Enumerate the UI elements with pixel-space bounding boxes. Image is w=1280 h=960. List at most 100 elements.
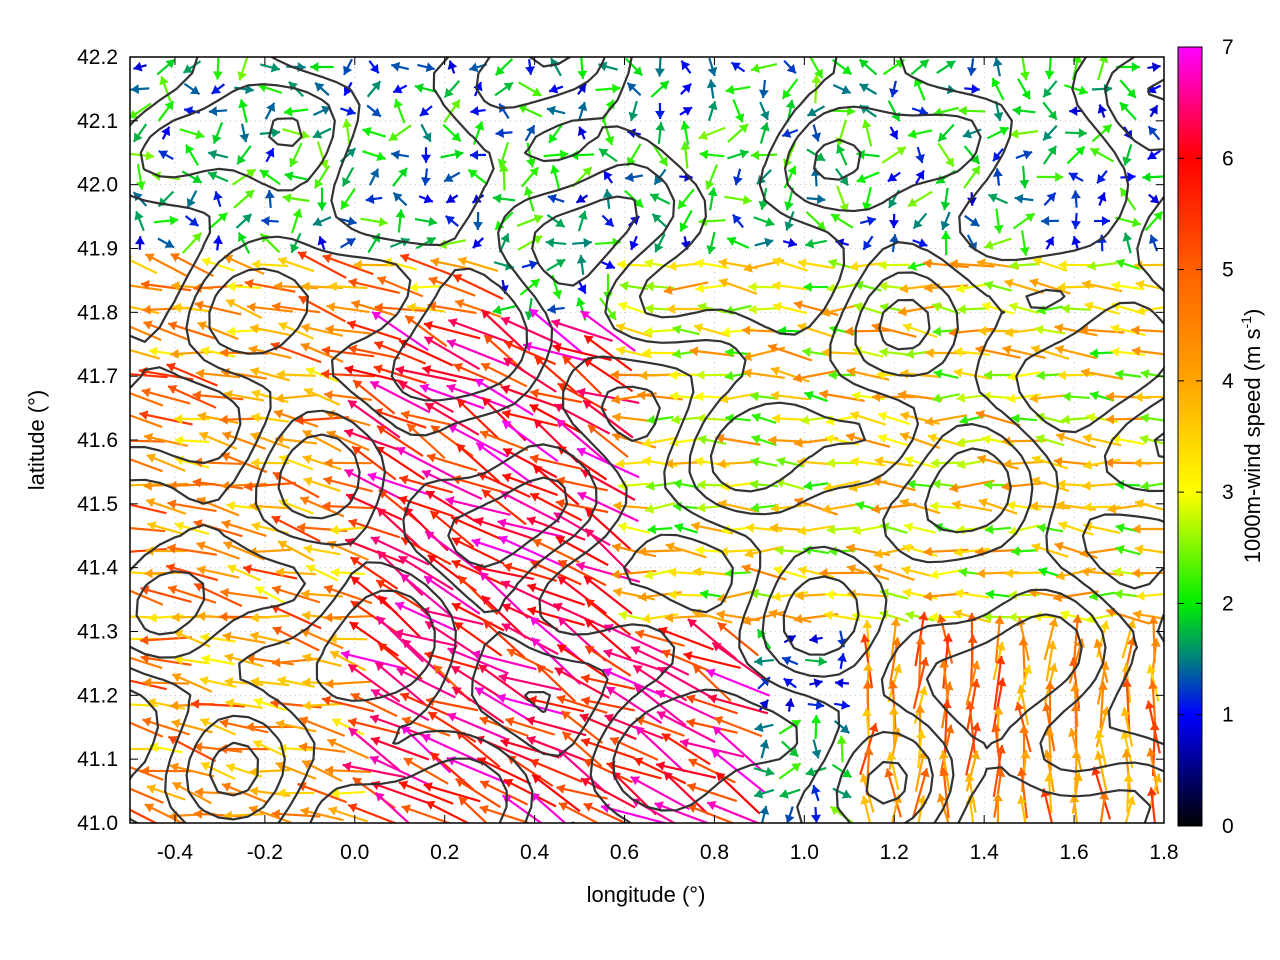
wind-arrow [503,357,557,393]
wind-arrow-head [133,192,143,202]
wind-arrow [143,432,189,448]
wind-arrow [1035,434,1065,447]
wind-arrow-shaft [130,325,162,342]
wind-arrow-head [369,63,379,74]
wind-arrow-head [642,456,652,467]
wind-arrow-head [583,400,593,410]
wind-arrow [130,458,163,473]
wind-arrow [856,171,880,184]
wind-arrow [492,304,516,315]
wind-arrow [981,301,1015,315]
wind-arrow-head [718,258,728,268]
wind-arrow [877,411,911,426]
wind-arrow [1135,279,1164,291]
wind-arrow [428,276,476,297]
wind-arrow [295,415,349,426]
wind-arrow [992,148,1004,162]
wind-arrow-head [472,221,483,231]
wind-arrow-head [1071,236,1082,246]
wind-arrow [1094,216,1110,226]
colorbar-tick-label: 7 [1222,36,1234,59]
wind-arrow [805,238,827,249]
wind-arrow-head [492,193,502,204]
wind-arrow-head [629,240,639,250]
wind-arrow-head [1135,279,1145,290]
wind-arrow-head [933,369,943,379]
wind-arrow [317,187,328,211]
wind-arrow [1089,147,1115,163]
wind-arrow [993,100,1004,122]
wind-arrow [572,237,592,248]
wind-arrow-head [130,109,139,119]
wind-arrow [238,99,248,123]
wind-arrow-head [768,435,777,446]
wind-arrow-head [529,404,540,413]
wind-arrow [804,390,828,403]
wind-arrow-head [472,194,482,203]
wind-arrow-shaft [167,322,217,340]
wind-arrow-head [1056,432,1066,442]
wind-arrow-head [282,193,292,204]
wind-arrow-head [748,304,757,315]
wind-arrow-head [602,189,613,198]
wind-arrow-head [247,302,256,313]
wind-arrow-head [425,402,435,412]
wind-arrow-head [887,172,898,182]
wind-arrow-head [828,258,838,269]
wind-arrow-head [534,356,545,366]
wind-arrow-head [1115,258,1126,269]
wind-arrow-head [195,129,205,140]
wind-arrow-head [250,366,260,377]
wind-arrow-head [612,431,622,442]
wind-arrow [1017,78,1031,100]
wind-arrow [233,189,255,209]
wind-arrow-head [902,322,913,333]
wind-arrow [772,301,808,315]
wind-arrow [957,304,987,315]
wind-arrow [783,60,797,74]
wind-arrow [753,216,775,227]
wind-arrow-head [158,150,169,160]
wind-arrow [521,260,539,270]
wind-arrow-head [317,202,328,211]
wind-arrow-head [523,186,534,196]
wind-arrow-shaft [446,384,510,410]
x-tick-label: 1.4 [970,841,1000,864]
wind-arrow-shaft [500,385,560,409]
wind-arrow [366,104,382,118]
wind-arrow-head [396,446,406,456]
wind-arrow-head [819,389,829,400]
wind-arrow-head [473,82,483,92]
wind-arrow-head [321,105,331,115]
wind-arrow-head [814,68,823,79]
wind-arrow [797,258,835,270]
wind-arrow [625,172,643,183]
wind-arrow-head [469,62,479,73]
wind-arrow [326,302,370,314]
wind-arrow-head [1126,88,1136,98]
wind-arrow-head [1142,172,1151,183]
wind-arrow-head [1082,433,1092,444]
wind-arrow [417,62,435,73]
wind-arrow-head [113,674,122,684]
wind-arrow-shaft [528,308,584,354]
wind-arrow [480,309,528,353]
wind-arrow-head [482,397,492,407]
wind-arrow-head [344,428,354,438]
wind-arrow-head [1004,327,1014,338]
wind-arrow-head [1041,216,1050,227]
wind-arrow-head [266,102,276,113]
wind-arrow [844,326,892,337]
wind-arrow-head [616,345,626,356]
wind-arrow-head [940,231,951,240]
wind-arrow [282,128,310,140]
wind-arrow [1147,62,1161,73]
wind-arrow-shaft [587,424,629,458]
wind-arrow [958,105,986,116]
wind-arrow-head [149,346,158,357]
wind-arrow-head [954,346,963,357]
wind-arrow [420,168,431,186]
wind-arrow [629,235,639,251]
wind-arrow-head [982,434,991,445]
wind-arrow-head [457,399,467,409]
